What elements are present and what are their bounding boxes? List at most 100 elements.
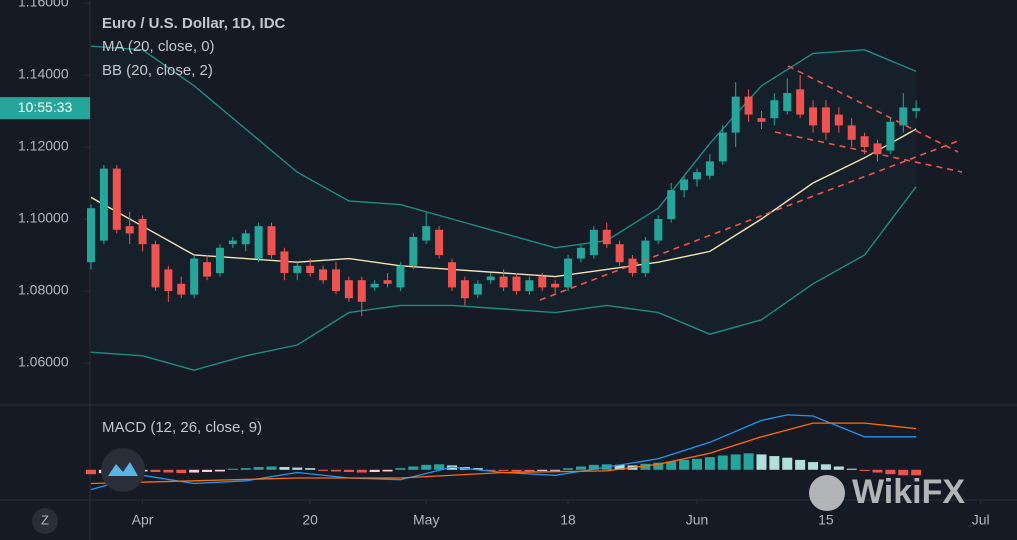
candle-body [886, 121, 895, 151]
candle-body [267, 226, 276, 255]
candle-body [344, 280, 353, 299]
macd-line [90, 414, 917, 491]
candle-body [654, 218, 663, 241]
candle-body [628, 258, 637, 273]
logo-circle [101, 448, 145, 492]
histogram-bar [898, 469, 909, 476]
candle-body [306, 265, 315, 273]
candle-body [641, 240, 650, 273]
y-tick-label: 1.08000 [18, 282, 69, 298]
y-tick-label: 1.16000 [18, 0, 69, 10]
chart-title: Euro / U.S. Dollar, 1D, IDC [102, 15, 286, 32]
histogram-bar [769, 456, 780, 470]
histogram-bar [408, 466, 419, 470]
candle-body [847, 125, 856, 140]
histogram-bar [846, 468, 857, 470]
histogram-bar [537, 469, 548, 471]
candle-body [473, 283, 482, 295]
histogram-bar [356, 469, 367, 473]
histogram-bar [214, 469, 225, 472]
x-tick-label: 15 [818, 512, 834, 528]
histogram-bar [511, 469, 522, 472]
x-tick-label: Jul [972, 512, 990, 528]
x-tick-label: Apr [132, 512, 154, 528]
indicator-label: BB (20, close, 2) [102, 62, 213, 79]
histogram-bar [434, 464, 445, 470]
timezone-label[interactable]: Z [41, 512, 49, 527]
histogram-bar [756, 454, 767, 470]
trend-line [539, 140, 959, 301]
histogram-bar [872, 469, 883, 473]
macd-line [90, 422, 917, 485]
plot: 1.06000 1.08000 1.10000 1.12000 1.14000 1.160… [0, 0, 990, 528]
histogram-bar [176, 469, 187, 474]
histogram-bar [472, 468, 483, 470]
watermark: WikiFX [809, 473, 965, 511]
candle-body [512, 276, 521, 291]
candle-body [87, 208, 95, 263]
histogram-bar [343, 469, 354, 472]
x-tick-label: 18 [560, 512, 576, 528]
histogram-bar [588, 464, 599, 470]
candle-body [757, 118, 766, 122]
histogram-bar [369, 469, 380, 472]
candle-body [422, 226, 431, 241]
candle-body [383, 280, 392, 284]
candle-body [731, 96, 740, 133]
candle-body [705, 161, 714, 176]
watermark-text: WikiFX [852, 473, 965, 511]
timezone-button[interactable] [32, 508, 58, 534]
histogram-bar [563, 468, 574, 470]
histogram-bar [266, 466, 277, 470]
candle-body [796, 89, 805, 115]
histogram-bar [189, 469, 200, 473]
indicator-label: MA (20, close, 0) [102, 38, 215, 55]
candle-body [99, 168, 108, 241]
histogram-bar [305, 468, 316, 470]
candle-body [615, 244, 624, 263]
histogram-bar [679, 459, 690, 470]
candle-body [151, 244, 160, 288]
candle-body [667, 190, 676, 219]
histogram-bar [279, 467, 290, 470]
candle-body [873, 143, 882, 155]
histogram-bar [717, 455, 728, 470]
countdown-badge [0, 97, 90, 120]
band-fill [91, 46, 917, 371]
candle-body [409, 236, 418, 266]
bands [91, 46, 917, 371]
histogram-bar [421, 464, 432, 470]
histogram-bar [911, 469, 922, 476]
candle-body [331, 269, 340, 291]
logo [101, 448, 145, 492]
histogram-bar [550, 469, 561, 471]
histogram-bar [704, 457, 715, 470]
histogram-bar [150, 469, 161, 472]
histogram-bar [395, 468, 406, 470]
histogram-bar [614, 464, 625, 470]
candle-body [138, 218, 147, 245]
x-tick-label: Jun [686, 512, 709, 528]
histogram-bar [885, 469, 896, 475]
histogram-bar [575, 466, 586, 470]
x-tick-label: 20 [302, 512, 318, 528]
candle-body [241, 233, 250, 245]
candle-body [564, 258, 573, 288]
candle-body [821, 107, 830, 133]
indicator-line [90, 45, 917, 249]
candle-body [228, 240, 237, 245]
candle-body [486, 276, 495, 281]
candle-body [860, 136, 869, 147]
candle-body [280, 251, 289, 273]
candle-body [693, 172, 701, 180]
histogram-bar [666, 461, 677, 470]
candle-body [203, 262, 212, 277]
candle-body [254, 226, 263, 259]
histogram-bar [743, 453, 754, 470]
candle-body [576, 247, 585, 259]
candle-body [177, 283, 186, 295]
y-tick-label: 1.10000 [18, 210, 69, 226]
histogram-bar [227, 468, 238, 470]
watermark-icon [809, 475, 845, 511]
